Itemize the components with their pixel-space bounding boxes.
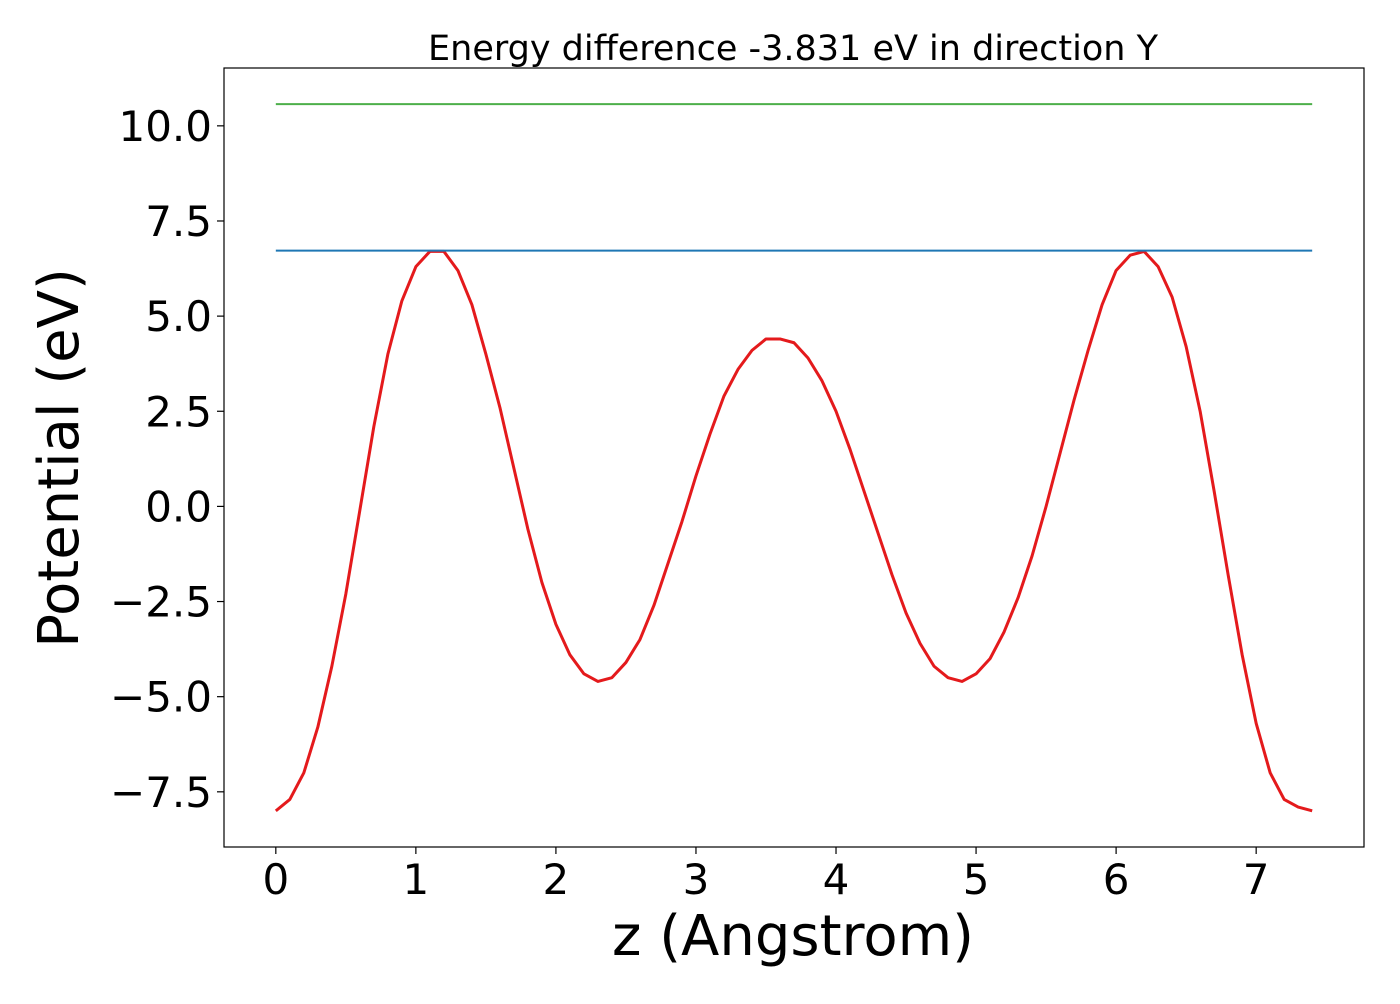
- y-tick-label: 5.0: [145, 292, 212, 341]
- x-tick-label: 4: [823, 855, 850, 904]
- y-tick-label: −7.5: [110, 768, 212, 817]
- y-tick-label: 10.0: [118, 102, 212, 151]
- x-axis: 0 1 2 3 4 5 6 7: [262, 847, 1270, 904]
- plot-frame: [223, 67, 1365, 848]
- x-tick-label: 7: [1243, 855, 1270, 904]
- x-tick-label: 2: [543, 855, 570, 904]
- x-tick-label: 6: [1103, 855, 1130, 904]
- x-tick-label: 0: [262, 855, 289, 904]
- y-tick-label: −2.5: [110, 578, 212, 627]
- y-tick-label: −5.0: [110, 673, 212, 722]
- x-tick-label: 5: [963, 855, 990, 904]
- y-tick-label: 7.5: [145, 197, 212, 246]
- y-tick-label: 0.0: [145, 482, 212, 531]
- y-tick-label: 2.5: [145, 387, 212, 436]
- y-axis: −7.5 −5.0 −2.5 0.0 2.5 5.0 7.5 10.0: [110, 102, 224, 817]
- x-tick-label: 3: [683, 855, 710, 904]
- y-axis-label: Potential (eV): [27, 268, 92, 648]
- plot-area: [274, 103, 1313, 813]
- chart-title: Energy difference -3.831 eV in direction…: [428, 29, 1159, 69]
- x-tick-label: 1: [403, 855, 430, 904]
- potential-curve: [274, 249, 1313, 813]
- x-axis-label: z (Angstrom): [612, 904, 974, 969]
